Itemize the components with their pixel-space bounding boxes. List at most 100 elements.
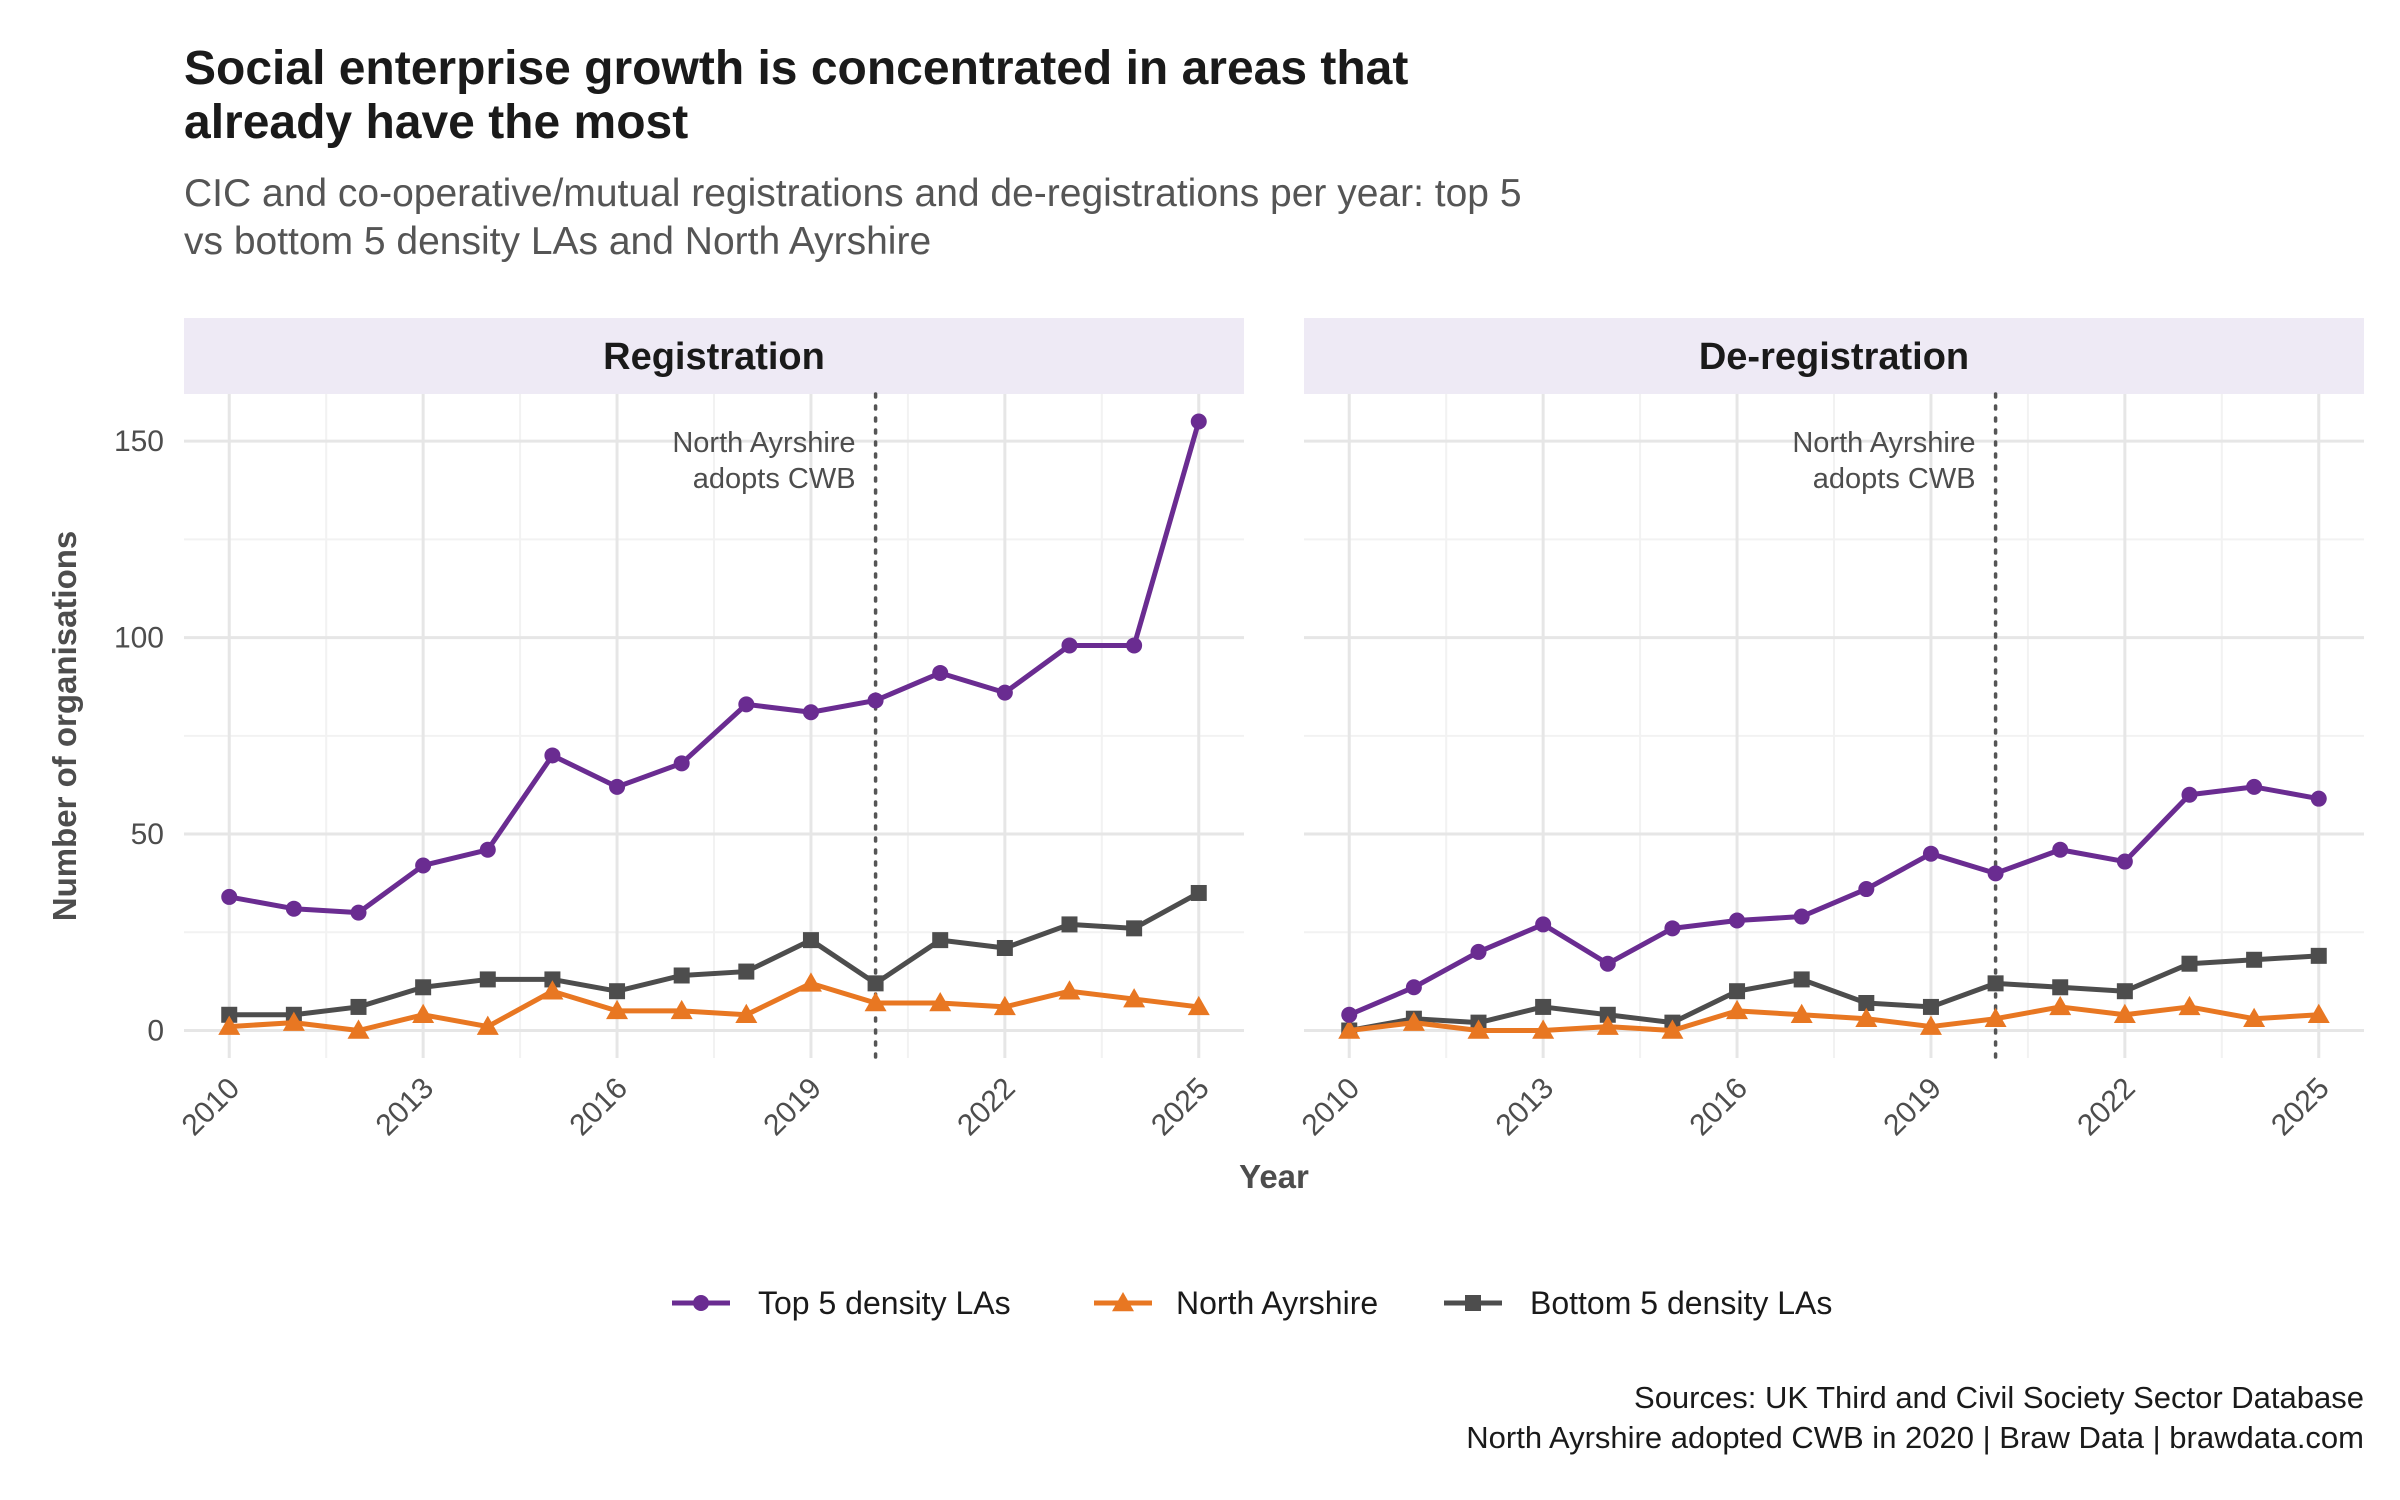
legend-item-bottom-5-density-las: Bottom 5 density LAs [1444,1285,1832,1321]
data-point [1599,955,1616,972]
data-point [673,967,690,984]
x-tick-label: 2016 [1683,1072,1754,1143]
data-point [1535,916,1552,933]
data-point [1123,988,1146,1008]
data-point [1793,908,1810,925]
data-point [1126,920,1143,937]
x-tick-label: 2010 [176,1072,247,1143]
data-point [2052,979,2069,996]
x-tick-label: 2016 [563,1072,634,1143]
x-tick-label: 2013 [370,1072,441,1143]
x-tick-label: 2010 [1296,1072,1367,1143]
x-tick-label: 2013 [1490,1072,1561,1143]
data-point [867,975,884,992]
data-point [2243,1007,2266,1027]
data-point [802,932,819,949]
data-point [1729,983,1746,1000]
x-tick-label: 2022 [2071,1072,2142,1143]
data-point [1596,1015,1619,1035]
data-point [1061,637,1078,654]
series-line [226,419,1202,916]
data-point [1190,413,1207,430]
facet-strip [184,318,1244,394]
data-point [479,971,496,988]
data-point [670,999,693,1020]
data-point [993,995,1016,1016]
data-point [799,972,822,992]
data-point [2307,1003,2330,1024]
data-point [218,1015,241,1035]
data-point [1470,943,1487,960]
data-point [479,841,496,858]
panel-de-registration: De-registration 2010 2013 2016 2019 2022 2025 N… [1296,318,2364,1142]
data-point [1341,1006,1358,1023]
data-point [1535,998,1552,1015]
chart-caption: Sources: UK Third and Civil Society Sect… [1466,1378,2364,1458]
data-point [2116,983,2133,1000]
data-point [1729,912,1746,929]
y-axis-title: Number of organisations [46,531,83,922]
legend-key-marker [693,1295,709,1311]
data-point [1661,1019,1684,1039]
data-point [347,1019,370,1039]
data-point [1187,995,1210,1016]
data-point [415,857,432,874]
data-point [673,755,690,772]
legend-key-marker [1465,1295,1481,1311]
data-point [412,1003,435,1024]
data-point [2052,841,2069,858]
cwb-annotation-line-1: North Ayrshire [672,427,855,459]
data-point [1599,1006,1616,1023]
series-line [1346,953,2322,1033]
data-point [1126,637,1143,654]
legend: Top 5 density LAs North Ayrshire Bottom 5 … [672,1285,1832,1321]
legend-item-top-5-density-las: Top 5 density LAs [672,1285,1011,1321]
panel-registration: Registration 2010 2013 2016 2019 2022 2025 0 50 1… [114,318,1244,1142]
data-point [1858,994,1875,1011]
data-point [476,1015,499,1035]
data-point [285,900,302,917]
series-line [1346,1004,2322,1033]
data-point [1793,971,1810,988]
data-point [1338,1019,1361,1039]
data-point [932,664,949,681]
series-line [226,890,1202,1018]
data-point [541,980,564,1000]
caption-line-1: Sources: UK Third and Civil Society Sect… [1634,1380,2364,1415]
data-point [1726,999,1749,1020]
data-point [1855,1007,1878,1027]
chart-subtitle-line-2: vs bottom 5 density LAs and North Ayrshi… [184,220,932,263]
facet-strip [1304,318,2364,394]
y-tick-label: 0 [147,1014,164,1047]
data-point [2246,951,2263,968]
data-point [415,979,432,996]
x-tick-label: 2019 [1877,1072,1948,1143]
data-point [1467,1019,1490,1039]
caption-line-2: North Ayrshire adopted CWB in 2020 | Bra… [1466,1420,2364,1455]
data-point [606,999,629,1020]
data-point [2310,790,2327,807]
series-line [1346,784,2322,1018]
x-tick-label: 2025 [2265,1072,2336,1143]
data-point [1058,980,1081,1000]
data-point [929,991,952,1012]
data-point [1984,1007,2007,1027]
cwb-annotation-line-2: adopts CWB [1813,463,1976,495]
data-point [1402,1011,1425,1031]
data-point [738,963,755,980]
data-point [350,904,367,921]
data-point [2310,947,2327,964]
data-point [2178,995,2201,1016]
data-point [1922,845,1939,862]
facet-strip-label: De-registration [1699,336,1969,378]
data-point [932,932,949,949]
cwb-annotation-line-2: adopts CWB [693,463,856,495]
legend-label: Bottom 5 density LAs [1530,1285,1832,1321]
data-point [609,778,626,795]
data-point [544,747,561,764]
x-tick-label: 2025 [1145,1072,1216,1143]
data-point [2246,778,2263,795]
data-point [1790,1003,1813,1024]
data-point [864,991,887,1012]
y-tick-label: 50 [131,818,164,851]
